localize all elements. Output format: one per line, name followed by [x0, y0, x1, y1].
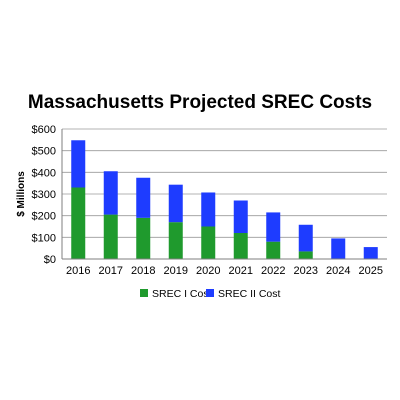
- legend: SREC I Cost SREC II Cost: [140, 288, 281, 300]
- bar-srec-ii-2023: [298, 224, 313, 252]
- bar-srec-ii-2022: [266, 212, 281, 242]
- y-tick-label: $500: [32, 146, 56, 158]
- bar-srec-i-2018: [136, 217, 151, 259]
- chart-title: Massachusetts Projected SREC Costs: [28, 92, 372, 113]
- x-tick-label: 2022: [261, 265, 285, 277]
- bar-srec-ii-2017: [103, 171, 118, 215]
- bar-srec-ii-2020: [201, 192, 216, 227]
- bar-srec-i-2022: [266, 241, 281, 259]
- x-tick-label: 2021: [229, 265, 253, 277]
- y-tick-label: $600: [32, 124, 56, 136]
- bar-srec-ii-2019: [168, 184, 183, 223]
- legend-label: SREC I Cost: [152, 288, 212, 300]
- bar-srec-i-2020: [201, 226, 216, 259]
- bar-srec-i-2021: [233, 233, 248, 259]
- x-tick-label: 2023: [294, 265, 318, 277]
- legend-label: SREC II Cost: [218, 288, 281, 300]
- x-tick-label: 2018: [131, 265, 155, 277]
- y-tick-label: $300: [32, 189, 56, 201]
- x-tick-label: 2024: [326, 265, 350, 277]
- legend-swatch: [140, 289, 148, 297]
- bar-srec-ii-2021: [233, 200, 248, 233]
- axes: $0 $100 $200 $300 $400 $500 $600 2016 2017 2018 20…: [32, 124, 387, 277]
- x-tick-label: 2017: [99, 265, 123, 277]
- bars: [71, 140, 378, 259]
- y-tick-label: $400: [32, 167, 56, 179]
- bar-srec-ii-2016: [71, 140, 86, 188]
- x-tick-label: 2016: [66, 265, 90, 277]
- bar-srec-ii-2024: [331, 238, 346, 259]
- bar-srec-i-2019: [168, 222, 183, 259]
- x-tick-label: 2019: [164, 265, 188, 277]
- x-tick-label: 2020: [196, 265, 220, 277]
- bar-srec-i-2023: [298, 251, 313, 259]
- bar-srec-i-2016: [71, 187, 86, 259]
- y-tick-label: $200: [32, 211, 56, 223]
- y-tick-label: $100: [32, 232, 56, 244]
- y-axis-label: $ Millions: [16, 171, 27, 217]
- y-tick-label: $0: [44, 254, 56, 266]
- bar-srec-ii-2025: [363, 247, 378, 259]
- bar-srec-ii-2018: [136, 177, 151, 218]
- legend-swatch: [206, 289, 214, 297]
- x-tick-label: 2025: [359, 265, 383, 277]
- bar-srec-i-2017: [103, 214, 118, 259]
